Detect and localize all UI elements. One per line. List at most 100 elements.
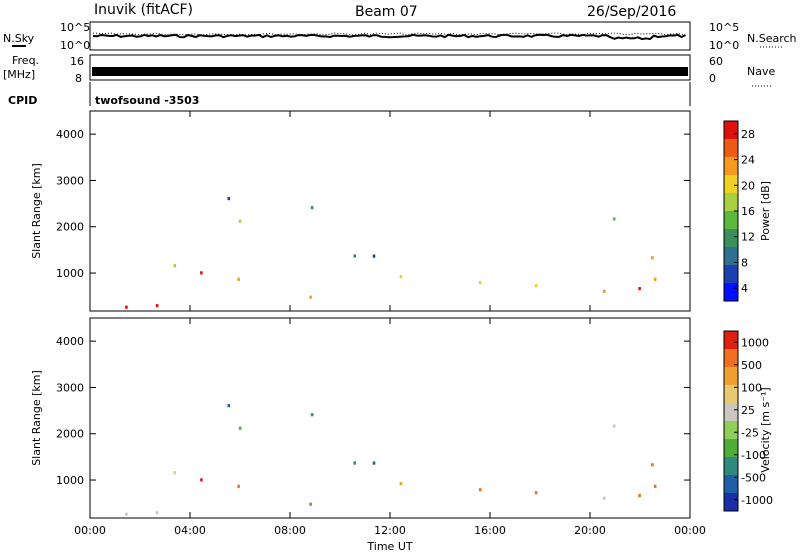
noise-right-label: N.Search <box>747 32 797 45</box>
colorbar-tick-label: 24 <box>741 154 755 167</box>
x-tick-label: 20:00 <box>574 524 606 537</box>
freq-panel-frame <box>89 54 691 81</box>
heatmap-cell <box>372 461 376 465</box>
x-tick-label: 00:00 <box>674 524 706 537</box>
x-tick-label: 12:00 <box>374 524 406 537</box>
y-tick-label: 4000 <box>56 128 84 141</box>
velocity-y-ticks: 1000 2000 3000 4000 <box>56 335 690 487</box>
heatmap-cell <box>200 271 203 275</box>
station-title: Inuvik (fitACF) <box>94 2 193 18</box>
colorbar-swatch <box>724 385 738 404</box>
heatmap-cell <box>238 219 242 223</box>
y-tick-label: 1000 <box>56 267 84 280</box>
heatmap-cell <box>310 206 314 210</box>
heatmap-cell <box>200 478 203 482</box>
x-tick-label: 00:00 <box>74 524 106 537</box>
colorbar-tick-label: 25 <box>741 404 755 417</box>
colorbar-tick-label: 16 <box>741 205 755 218</box>
noise-right-tick-top: 10^5 <box>709 21 739 34</box>
colorbar-tick-label: 20 <box>741 179 755 192</box>
colorbar-swatch <box>724 175 738 194</box>
colorbar-tick-label: 12 <box>741 231 755 244</box>
colorbar-swatch <box>724 265 738 284</box>
heatmap-cell <box>372 254 376 258</box>
cpid-value: twofsound -3503 <box>95 94 199 107</box>
freq-right-label: Nave <box>747 65 775 78</box>
heatmap-cell <box>651 256 654 260</box>
power-panel-frame <box>89 110 691 312</box>
velocity-colorbar <box>723 330 739 512</box>
velocity-y-axis-label: Slant Range [km] <box>30 370 43 466</box>
colorbar-swatch <box>724 229 738 248</box>
heatmap-cell <box>173 471 177 475</box>
noise-right-tick-bottom: 10^0 <box>709 39 739 52</box>
noise-left-label: N.Sky <box>3 32 35 45</box>
colorbar-swatch <box>724 121 738 140</box>
cpid-label: CPID <box>8 94 37 107</box>
heatmap-cell <box>309 295 312 299</box>
heatmap-cell <box>353 461 356 465</box>
freq-left-tick-top: 16 <box>70 55 84 68</box>
colorbar-tick-label: -1000 <box>741 494 773 507</box>
y-tick-label: 3000 <box>56 381 84 394</box>
power-colorbar <box>723 120 739 302</box>
noise-left-tick-top: 10^5 <box>60 21 90 34</box>
colorbar-swatch <box>724 475 738 494</box>
y-tick-label: 2000 <box>56 221 84 234</box>
x-axis-label: Time UT <box>366 540 412 553</box>
noise-sky-line <box>92 33 686 41</box>
colorbar-swatch <box>724 283 738 302</box>
heatmap-cell <box>227 404 231 408</box>
power-x-ticks <box>89 111 691 311</box>
heatmap-cell <box>310 413 314 417</box>
colorbar-swatch <box>724 331 738 350</box>
heatmap-cell <box>238 426 242 430</box>
power-y-axis-label: Slant Range [km] <box>30 163 43 259</box>
colorbar-tick-label: 100 <box>741 381 762 394</box>
heatmap-cell <box>353 254 356 258</box>
freq-left-tick-bottom: 8 <box>75 72 82 85</box>
heatmap-cell <box>534 491 538 495</box>
x-tick-label: 08:00 <box>274 524 306 537</box>
heatmap-cell <box>653 484 657 488</box>
colorbar-swatch <box>724 193 738 212</box>
colorbar-swatch <box>724 139 738 158</box>
heatmap-cell <box>612 217 616 221</box>
heatmap-cell <box>478 281 482 285</box>
y-tick-label: 1000 <box>56 474 84 487</box>
heatmap-cell <box>309 502 312 506</box>
colorbar-swatch <box>724 211 738 230</box>
noise-left-tick-bottom: 10^0 <box>60 39 90 52</box>
y-tick-label: 3000 <box>56 174 84 187</box>
heatmap-cell <box>399 482 403 486</box>
heatmap-cell <box>125 512 128 516</box>
colorbar-swatch <box>724 403 738 422</box>
heatmap-cell <box>534 284 538 288</box>
heatmap-cell <box>612 424 616 428</box>
heatmap-cell <box>237 484 240 488</box>
colorbar-tick-label: 28 <box>741 128 755 141</box>
colorbar-tick-label: 1000 <box>741 336 769 349</box>
noise-search-line <box>92 32 684 36</box>
velocity-heatmap-cells <box>125 404 657 516</box>
velocity-panel: 1000 2000 3000 4000 00:00 04:00 08:00 12:00 16:… <box>30 317 773 553</box>
colorbar-swatch <box>724 247 738 266</box>
power-colorbar-ticks: 28 24 20 16 12 8 4 <box>734 128 755 295</box>
heatmap-cell <box>602 289 606 293</box>
colorbar-swatch <box>724 439 738 458</box>
heatmap-cell <box>173 264 177 268</box>
colorbar-swatch <box>724 157 738 176</box>
freq-label-line1: Freq. <box>12 54 39 67</box>
colorbar-swatch <box>724 421 738 440</box>
heatmap-cell <box>638 494 641 498</box>
freq-right-tick-bottom: 0 <box>709 72 716 85</box>
power-panel: 1000 2000 3000 4000 Slant Range [km] 28 24 20… <box>30 110 772 312</box>
y-tick-label: 4000 <box>56 335 84 348</box>
colorbar-swatch <box>724 457 738 476</box>
colorbar-swatch <box>724 349 738 368</box>
heatmap-cell <box>638 287 641 291</box>
freq-panel: Freq. [MHz] 16 8 60 0 Nave <box>3 54 775 87</box>
colorbar-tick-label: -500 <box>741 471 766 484</box>
date-title: 26/Sep/2016 <box>587 4 676 20</box>
